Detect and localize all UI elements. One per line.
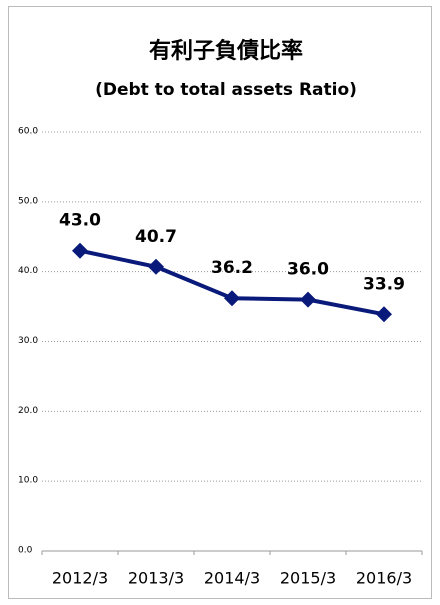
data-label: 43.0 <box>59 211 101 231</box>
data-label: 36.0 <box>287 260 329 280</box>
y-tick-label: 10.0 <box>18 476 38 486</box>
y-tick-label: 20.0 <box>18 406 38 416</box>
x-tick-label: 2015/3 <box>280 569 336 588</box>
y-tick-label: 60.0 <box>18 127 38 137</box>
data-point <box>224 290 240 307</box>
data-point <box>376 306 392 323</box>
x-tick-label: 2016/3 <box>356 569 412 588</box>
x-tick-label: 2012/3 <box>52 569 108 588</box>
x-tick-label: 2013/3 <box>128 569 184 588</box>
y-tick-label: 50.0 <box>18 196 38 206</box>
data-label: 36.2 <box>211 258 253 278</box>
data-point <box>72 242 88 259</box>
y-tick-label: 0.0 <box>18 546 33 556</box>
data-label: 33.9 <box>363 274 405 294</box>
data-point <box>300 291 316 308</box>
chart-subtitle: (Debt to total assets Ratio) <box>95 80 357 100</box>
data-label: 40.7 <box>135 227 177 247</box>
y-tick-label: 40.0 <box>18 266 38 276</box>
chart-frame <box>8 6 432 599</box>
x-tick-label: 2014/3 <box>204 569 260 588</box>
data-point <box>148 258 164 275</box>
y-tick-label: 30.0 <box>18 336 38 346</box>
chart-title: 有利子負債比率 <box>149 38 303 64</box>
